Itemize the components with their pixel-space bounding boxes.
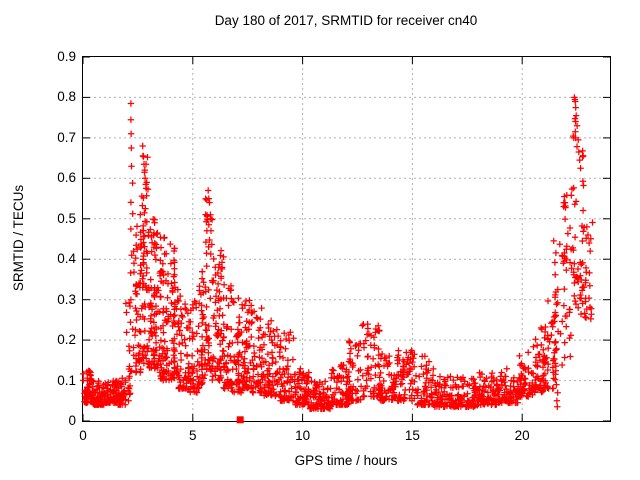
y-tick-label: 0.5 [57, 210, 76, 226]
y-tick-label: 0.2 [57, 332, 76, 348]
x-tick-label: 5 [189, 428, 197, 443]
x-tick-label: 15 [404, 428, 420, 443]
x-tick-label: 20 [514, 428, 530, 443]
y-axis-title: SRMTID / TECUs [11, 184, 26, 292]
y-tick-label: 0.6 [57, 170, 76, 186]
y-tick-label: 0.1 [57, 372, 76, 388]
x-axis-title: GPS time / hours [294, 453, 398, 468]
y-tick-label: 0.3 [57, 291, 76, 307]
y-tick-label: 0.8 [57, 89, 76, 105]
plot-area [80, 56, 611, 424]
chart-title: Day 180 of 2017, SRMTID for receiver cn4… [214, 13, 478, 28]
scatter-points [80, 94, 596, 413]
plot-svg [80, 56, 610, 424]
x-tick-label: 0 [79, 428, 87, 443]
x-tick-label: 10 [295, 428, 311, 443]
y-tick-label: 0.9 [57, 49, 76, 64]
y-tick-label: 0.7 [57, 129, 76, 145]
y-tick-label: 0 [68, 413, 76, 428]
y-tick-label: 0.4 [57, 251, 76, 267]
special-square-marker [236, 416, 244, 424]
